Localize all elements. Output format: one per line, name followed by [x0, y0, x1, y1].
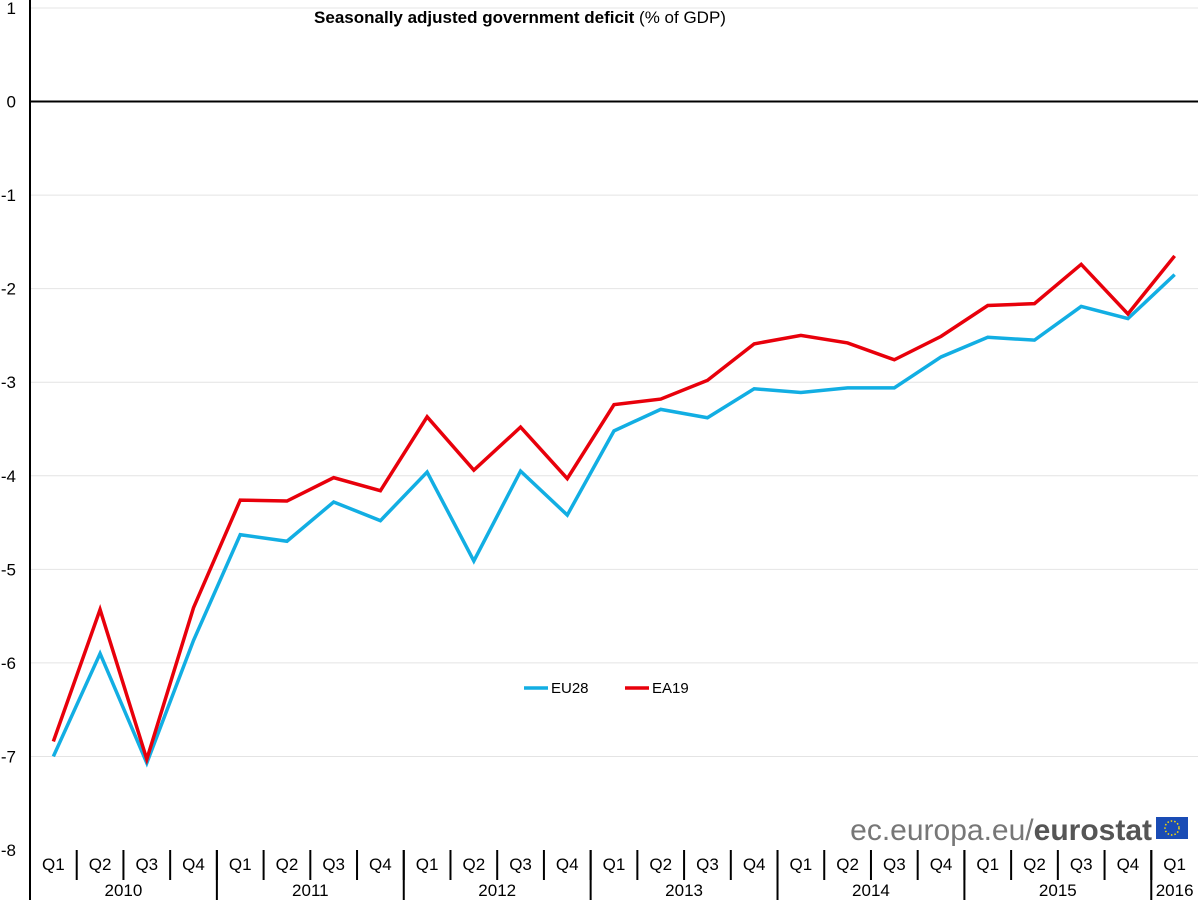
year-label: 2014 — [852, 881, 890, 900]
x-tick-label: Q1 — [416, 855, 439, 874]
x-tick-label: Q1 — [603, 855, 626, 874]
y-tick-label: -1 — [1, 186, 16, 205]
x-tick-label: Q4 — [182, 855, 205, 874]
legend-label: EA19 — [652, 680, 689, 697]
year-label: 2011 — [292, 881, 329, 900]
x-tick-label: Q3 — [1070, 855, 1093, 874]
x-tick-label: Q4 — [1117, 855, 1140, 874]
x-tick-label: Q2 — [276, 855, 299, 874]
x-tick-label: Q4 — [369, 855, 392, 874]
x-tick-label: Q2 — [89, 855, 112, 874]
chart-subtitle: (% of GDP) — [639, 8, 726, 27]
chart-title: Seasonally adjusted government deficit (… — [314, 8, 726, 27]
legend: EU28 EA19 — [524, 680, 689, 697]
y-tick-label: 1 — [7, 0, 16, 18]
y-tick-label: -5 — [1, 560, 16, 579]
y-tick-label: -8 — [1, 841, 16, 860]
x-tick-label: Q2 — [1023, 855, 1046, 874]
x-tick-label: Q2 — [836, 855, 859, 874]
year-label: 2015 — [1039, 881, 1077, 900]
x-tick-label: Q1 — [42, 855, 65, 874]
y-tick-label: -2 — [1, 280, 16, 299]
x-tick-label: Q1 — [790, 855, 813, 874]
y-tick-label: -7 — [1, 747, 16, 766]
series-line-eu28 — [51, 273, 1176, 768]
x-tick-label: Q3 — [322, 855, 345, 874]
x-tick-label: Q2 — [462, 855, 485, 874]
year-label: 2016 — [1156, 881, 1194, 900]
x-tick-label: Q1 — [1163, 855, 1186, 874]
x-tick-label: Q3 — [696, 855, 719, 874]
year-label: 2012 — [478, 881, 516, 900]
x-tick-label: Q4 — [556, 855, 579, 874]
year-label: 2010 — [105, 881, 143, 900]
legend-label: EU28 — [551, 680, 589, 697]
x-tick-label: Q1 — [229, 855, 252, 874]
x-tick-label: Q3 — [135, 855, 158, 874]
svg-text:ec.europa.eu/eurostat: ec.europa.eu/eurostat — [850, 814, 1152, 847]
x-tick-label: Q4 — [743, 855, 766, 874]
year-label: 2013 — [665, 881, 703, 900]
eu-flag-icon — [1156, 817, 1188, 839]
x-tick-label: Q1 — [976, 855, 999, 874]
y-tick-label: -4 — [1, 467, 16, 486]
series-line-ea19 — [51, 254, 1177, 766]
x-tick-label: Q3 — [509, 855, 532, 874]
y-tick-label: -3 — [1, 373, 16, 392]
y-tick-label: 0 — [7, 93, 16, 112]
x-tick-label: Q3 — [883, 855, 906, 874]
x-tick-label: Q4 — [930, 855, 953, 874]
x-tick-label: Q2 — [649, 855, 672, 874]
eurostat-watermark: ec.europa.eu/eurostat — [850, 814, 1188, 847]
y-tick-label: -6 — [1, 654, 16, 673]
